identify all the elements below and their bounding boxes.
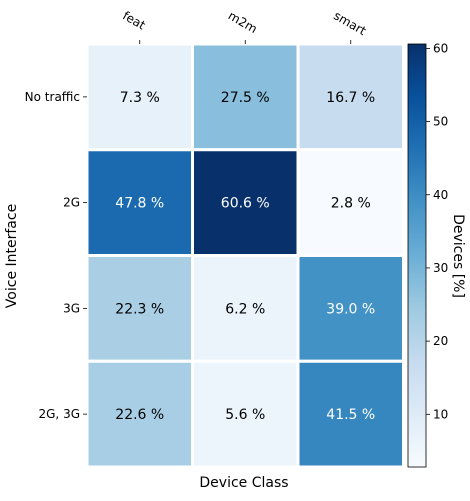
cell-value-label: 41.5 %	[326, 407, 375, 423]
y-tick-label: 2G, 3G	[39, 407, 81, 421]
y-axis-label: Voice Interface	[4, 204, 20, 308]
colorbar-tick-label: 40	[433, 188, 448, 202]
cell-value-label: 7.3 %	[120, 90, 160, 106]
heatmap-cell	[296, 359, 405, 469]
y-tick-label: 2G	[63, 196, 80, 210]
x-tick-labels: feat m2m smart	[120, 8, 369, 44]
cell-value-label: 22.6 %	[115, 407, 164, 423]
cell-value-label: 27.5 %	[221, 90, 270, 106]
colorbar-tick-label: 10	[433, 407, 448, 421]
cell-value-label: 22.3 %	[115, 301, 164, 317]
heatmap-cells: 7.3 % 27.5 % 16.7 % 47.8 % 60.6 % 2.8 % 22.3 %…	[85, 42, 405, 469]
y-tick-label: 3G	[63, 301, 80, 315]
x-axis-label: Device Class	[199, 475, 288, 491]
x-tick-label: feat	[120, 8, 148, 32]
cell-value-label: 6.2 %	[225, 301, 265, 317]
cell-value-label: 39.0 %	[326, 301, 375, 317]
colorbar-tick-label: 60	[433, 41, 448, 55]
colorbar-label: Devices [%]	[450, 214, 466, 298]
heatmap-cell	[191, 42, 300, 152]
y-tick-labels: No traffic 2G 3G 2G, 3G	[25, 90, 87, 421]
colorbar-tick-label: 20	[433, 334, 448, 348]
colorbar-tick-label: 50	[433, 115, 448, 129]
colorbar-tick-label: 30	[433, 261, 448, 275]
cell-value-label: 2.8 %	[331, 196, 371, 212]
x-tick-label: smart	[331, 8, 369, 38]
colorbar	[407, 43, 427, 468]
cell-value-label: 60.6 %	[221, 196, 270, 212]
x-tick-label: m2m	[226, 8, 260, 36]
y-tick-label: No traffic	[25, 90, 80, 104]
colorbar-ticks: 10 20 30 40 50 60	[426, 41, 448, 421]
heatmap-cell	[296, 148, 405, 257]
heatmap-cell	[191, 254, 300, 363]
cell-value-label: 16.7 %	[326, 90, 375, 106]
cell-value-label: 47.8 %	[115, 196, 164, 212]
cell-value-label: 5.6 %	[225, 407, 265, 423]
